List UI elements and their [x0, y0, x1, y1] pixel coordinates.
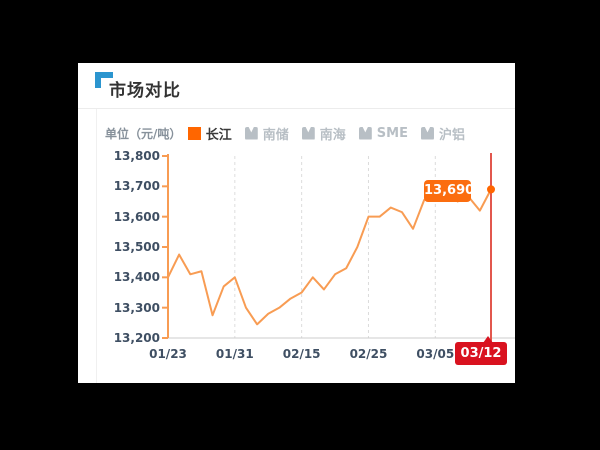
legend-item-nanhai[interactable]: 南海: [301, 124, 346, 143]
unit-label: 单位（元/吨）: [105, 126, 182, 141]
y-axis-label: 13,300: [113, 300, 160, 315]
section-divider: [96, 109, 97, 383]
last-point-marker: [487, 185, 495, 194]
last-value-tooltip: 13,690: [424, 180, 474, 202]
market-compare-card: 市场对比 单位（元/吨） 长江 南储 南海 S: [78, 63, 515, 383]
y-axis-label: 13,500: [113, 240, 160, 254]
legend-item-sme[interactable]: SME: [358, 125, 408, 141]
y-axis-label: 13,200: [113, 331, 160, 345]
legend-item-label: 长江: [205, 127, 232, 143]
x-axis-label: 01/23: [149, 347, 187, 361]
chart-icon: [358, 126, 372, 140]
chart-icon: [244, 126, 258, 140]
chart-icon: [420, 126, 434, 140]
x-axis-label: 02/15: [282, 347, 321, 361]
chart-legend: 长江 南储 南海 SME 沪铝: [187, 124, 465, 143]
series-swatch-icon: [187, 126, 201, 140]
legend-item-hulv[interactable]: 沪铝: [420, 124, 465, 143]
legend-item-nanchu[interactable]: 南储: [244, 124, 289, 143]
legend-item-label: 南储: [262, 127, 289, 143]
legend-item-label: 沪铝: [438, 127, 465, 143]
y-axis-label: 13,800: [113, 149, 160, 163]
page-title: 市场对比: [109, 81, 181, 101]
series-line-changjiang: [167, 186, 492, 326]
legend-item-label: 南海: [319, 127, 346, 143]
x-axis-label: 02/25: [349, 347, 388, 361]
card-header: 市场对比: [78, 63, 515, 109]
chart-icon: [301, 126, 315, 140]
corner-bracket-icon: [95, 72, 113, 88]
legend-row: 单位（元/吨） 长江 南储 南海 SME: [105, 120, 465, 146]
last-date-badge: 03/12: [455, 336, 507, 365]
legend-item-label: SME: [376, 125, 408, 141]
x-axis-label: 03/05: [416, 347, 455, 361]
x-axis-label: 01/31: [215, 347, 254, 361]
y-axis-label: 13,600: [113, 209, 160, 224]
y-axis-label: 13,400: [113, 270, 160, 285]
y-axis-label: 13,700: [113, 179, 160, 194]
legend-item-changjiang[interactable]: 长江: [187, 124, 232, 143]
